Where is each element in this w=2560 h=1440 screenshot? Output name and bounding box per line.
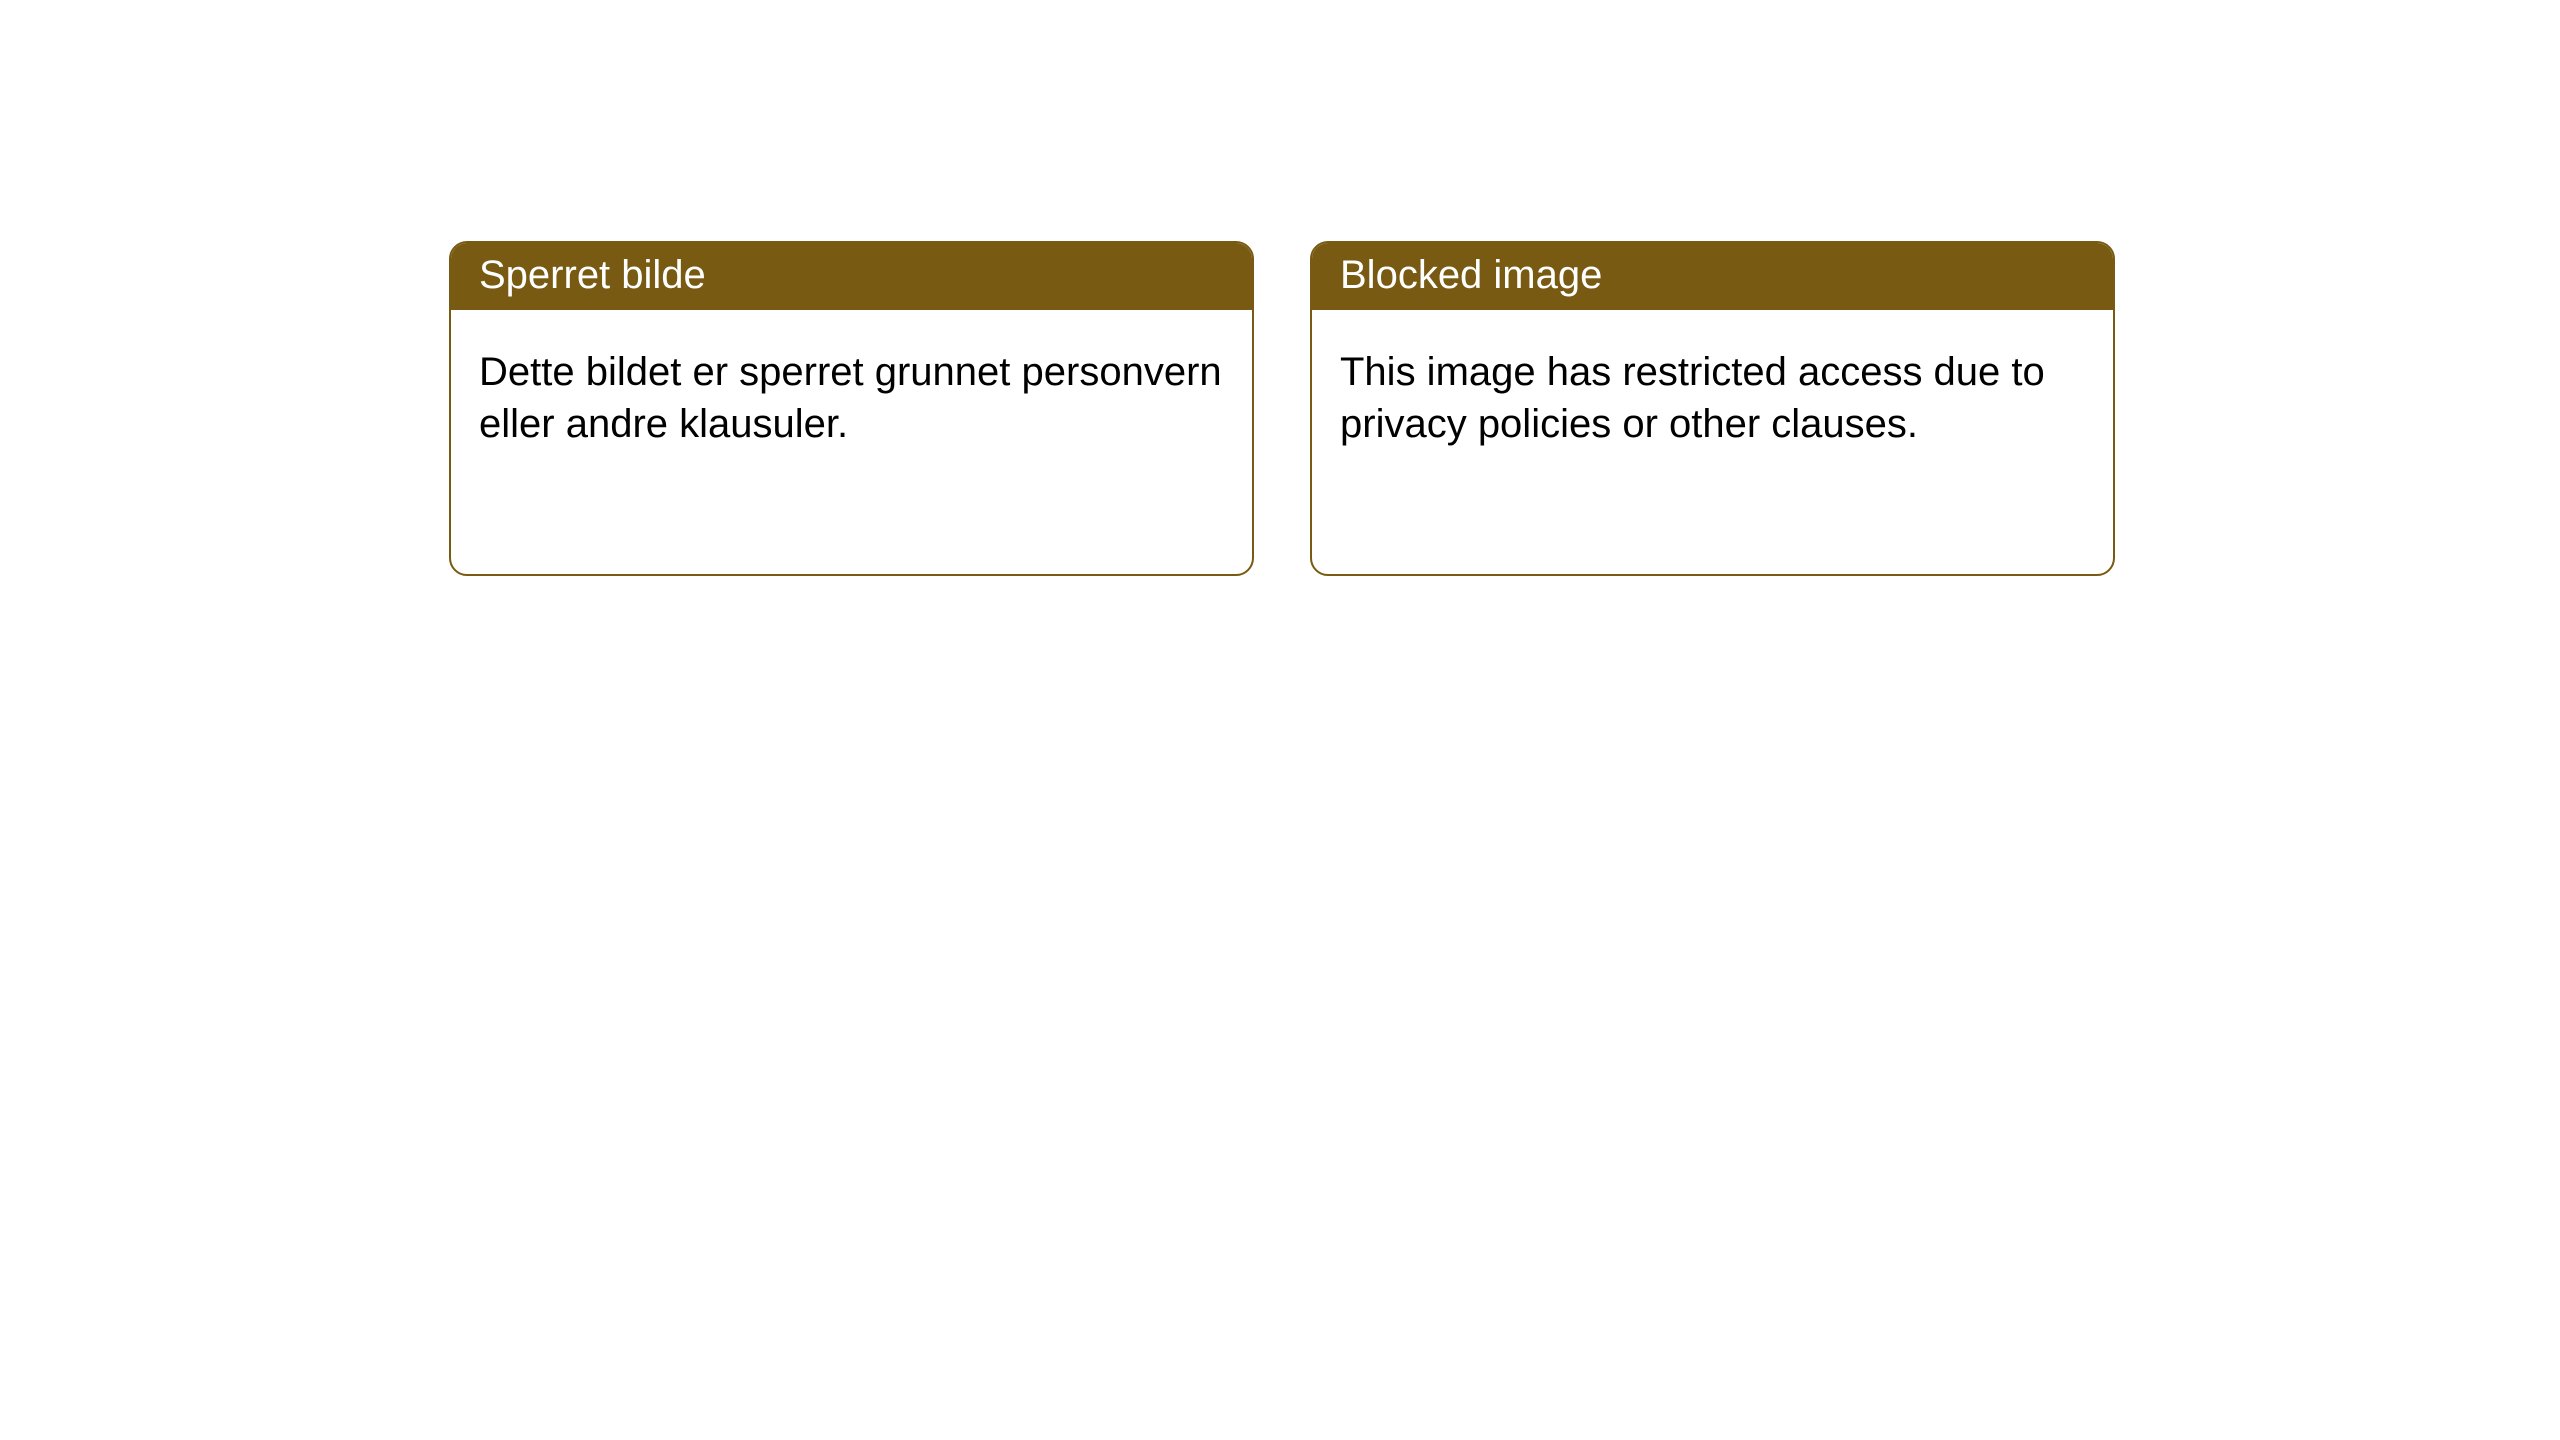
card-body: This image has restricted access due to … xyxy=(1312,310,2113,486)
card-header: Sperret bilde xyxy=(451,243,1252,310)
card-header: Blocked image xyxy=(1312,243,2113,310)
notice-container: Sperret bilde Dette bildet er sperret gr… xyxy=(0,0,2560,576)
card-body-text: Dette bildet er sperret grunnet personve… xyxy=(479,350,1222,446)
card-body: Dette bildet er sperret grunnet personve… xyxy=(451,310,1252,486)
card-title: Blocked image xyxy=(1340,253,1602,297)
notice-card-english: Blocked image This image has restricted … xyxy=(1310,241,2115,576)
notice-card-norwegian: Sperret bilde Dette bildet er sperret gr… xyxy=(449,241,1254,576)
card-body-text: This image has restricted access due to … xyxy=(1340,350,2045,446)
card-title: Sperret bilde xyxy=(479,253,706,297)
